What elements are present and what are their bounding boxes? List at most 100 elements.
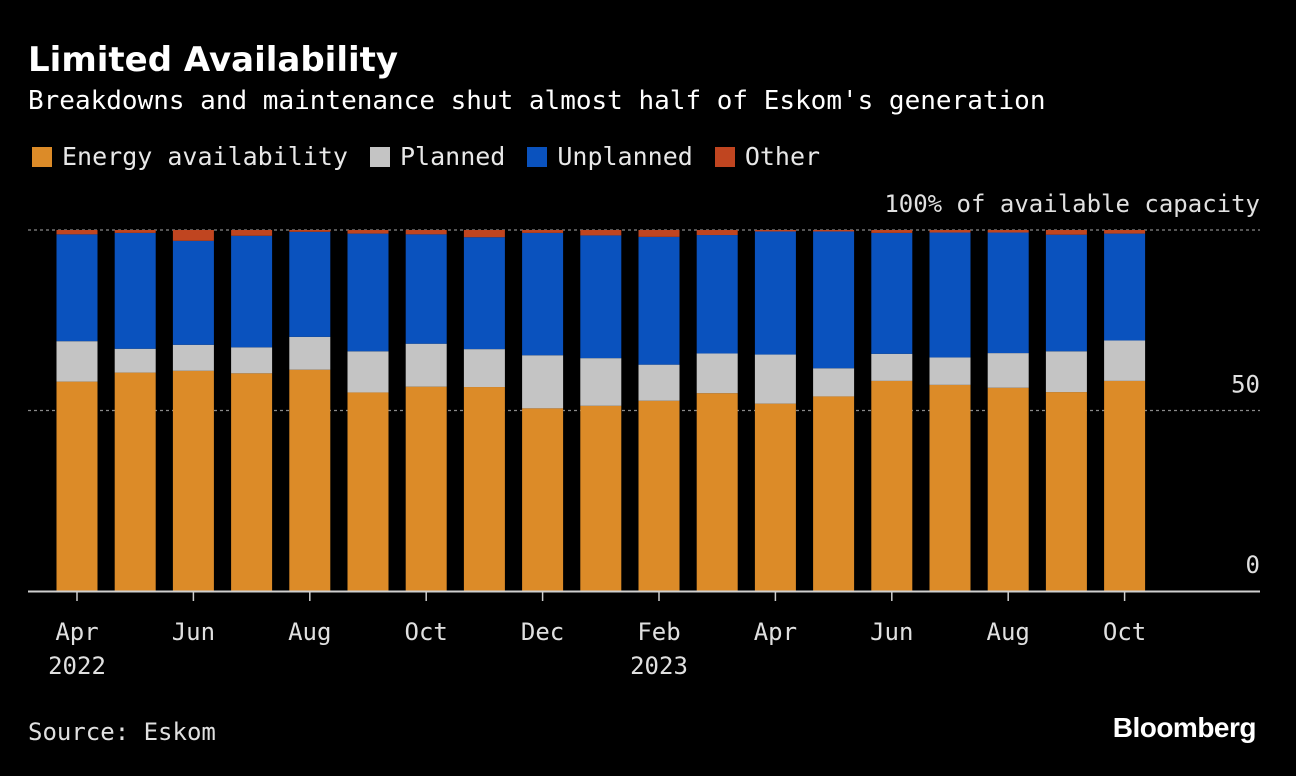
bar-segment-unplanned — [172, 240, 214, 345]
bar-segment-unplanned — [405, 234, 447, 344]
bar-segment-unplanned — [289, 231, 331, 337]
bar-segment-other — [580, 230, 622, 236]
bar-segment-unplanned — [56, 234, 98, 342]
bar-segment-energy-availability — [522, 408, 564, 591]
bar-segment-unplanned — [754, 231, 796, 355]
bar-segment-energy-availability — [231, 373, 273, 591]
bar-segment-unplanned — [114, 232, 156, 349]
bar-segment-other — [871, 230, 913, 233]
legend-swatch-energy-availability — [32, 146, 52, 167]
bar-segment-other — [172, 230, 214, 241]
bar-segment-other — [289, 230, 331, 232]
x-tick-label: Apr — [754, 618, 797, 646]
legend-label: Unplanned — [557, 142, 693, 171]
bar-segment-unplanned — [871, 232, 913, 354]
bar-segment-energy-availability — [114, 372, 156, 591]
bar-segment-other — [56, 230, 98, 235]
chart-title: Limited Availability — [28, 40, 399, 80]
bar-segment-energy-availability — [580, 405, 622, 591]
legend-label: Planned — [399, 142, 506, 171]
x-tick-label: Jun — [172, 618, 215, 646]
bar-segment-unplanned — [347, 233, 389, 352]
bar-segment-energy-availability — [929, 384, 971, 591]
bar-segment-unplanned — [580, 235, 622, 359]
y-tick-label: 0 — [1246, 551, 1260, 579]
bloomberg-logo: Bloomberg — [1112, 712, 1257, 743]
bar-segment-other — [987, 230, 1029, 233]
bar-segment-other — [231, 230, 273, 236]
bar-segment-unplanned — [813, 231, 855, 369]
bar-segment-energy-availability — [289, 369, 331, 591]
legend-item-unplanned: Unplanned — [527, 142, 693, 171]
bar-segment-energy-availability — [405, 386, 447, 591]
bar-segment-planned — [813, 368, 855, 397]
bar-segment-planned — [1104, 340, 1146, 381]
bar-segment-planned — [1045, 351, 1087, 393]
bar-segment-other — [405, 230, 447, 235]
bar-segment-energy-availability — [638, 400, 680, 591]
bar-segment-unplanned — [987, 232, 1029, 354]
bar-segment-other — [638, 230, 680, 237]
bar-segment-planned — [871, 353, 913, 381]
x-tick-label: Apr — [55, 618, 98, 646]
bar-segment-other — [114, 230, 156, 233]
legend-item-other: Other — [714, 142, 821, 171]
legend-swatch-planned — [369, 146, 390, 167]
bar-segment-energy-availability — [1045, 392, 1087, 591]
bar-segment-unplanned — [929, 232, 971, 358]
bar-segment-other — [347, 230, 389, 234]
bar-segment-planned — [231, 347, 273, 374]
bar-segment-energy-availability — [347, 392, 389, 591]
bar-segment-unplanned — [638, 236, 680, 365]
y-tick-label: 50 — [1231, 371, 1260, 399]
x-tick-label: Feb — [637, 618, 680, 646]
bar-segment-planned — [463, 349, 505, 388]
bar-segment-other — [754, 230, 796, 232]
x-tick-year-label: 2023 — [630, 652, 688, 680]
bar-segment-planned — [347, 351, 389, 393]
bar-segment-other — [522, 230, 564, 233]
bar-segment-planned — [929, 357, 971, 385]
bar-segment-energy-availability — [696, 393, 738, 591]
bar-segment-planned — [987, 353, 1029, 388]
bar-segment-planned — [754, 354, 796, 404]
legend-swatch-unplanned — [527, 146, 548, 167]
bar-segment-other — [463, 230, 505, 238]
y-tick-label: 100% of available capacity — [884, 190, 1260, 218]
x-tick-year-label: 2022 — [48, 652, 106, 680]
bar-segment-other — [1045, 230, 1087, 235]
bar-segment-energy-availability — [754, 403, 796, 591]
legend-label: Energy availability — [62, 142, 348, 171]
bar-segment-planned — [638, 364, 680, 401]
bar-segment-planned — [56, 341, 98, 382]
x-tick-label: Aug — [288, 618, 331, 646]
bar-segment-unplanned — [1045, 234, 1087, 352]
bar-segment-unplanned — [522, 232, 564, 356]
x-tick-label: Oct — [405, 618, 448, 646]
bar-segment-other — [1104, 230, 1146, 234]
x-tick-label: Jun — [870, 618, 913, 646]
bar-segment-planned — [289, 336, 331, 370]
bar-segment-energy-availability — [463, 387, 505, 591]
bar-segment-planned — [405, 343, 447, 387]
bar-segment-planned — [522, 355, 564, 409]
bar-segment-other — [929, 230, 971, 233]
legend-item-energy-availability: Energy availability — [32, 142, 348, 171]
x-tick-label: Oct — [1103, 618, 1146, 646]
bar-segment-other — [813, 230, 855, 232]
source-note: Source: Eskom — [28, 718, 216, 746]
bar-segment-unplanned — [231, 235, 273, 348]
bar-segment-unplanned — [696, 235, 738, 354]
x-tick-label: Aug — [987, 618, 1030, 646]
legend-label: Other — [744, 142, 821, 171]
bar-segment-energy-availability — [56, 381, 98, 591]
legend: Energy availability Planned Unplanned Ot… — [32, 142, 820, 171]
bar-segment-unplanned — [1104, 233, 1146, 341]
bar-segment-energy-availability — [1104, 380, 1146, 591]
bar-segment-energy-availability — [987, 387, 1029, 591]
bar-segment-energy-availability — [813, 396, 855, 591]
x-tick-label: Dec — [521, 618, 564, 646]
bar-segment-energy-availability — [172, 370, 214, 591]
bar-segment-energy-availability — [871, 380, 913, 591]
